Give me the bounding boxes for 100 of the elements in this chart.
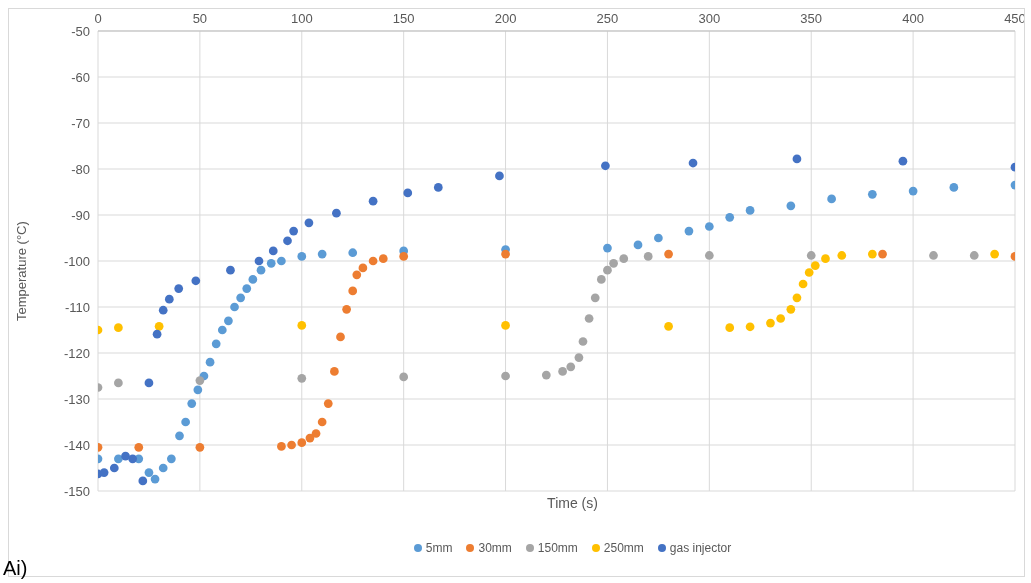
point	[154, 321, 164, 331]
point	[224, 316, 233, 326]
y-axis-title: Temperature (°C)	[13, 221, 29, 321]
point	[297, 321, 307, 330]
point	[114, 378, 123, 388]
point	[109, 463, 119, 473]
point	[205, 357, 215, 367]
point	[121, 451, 130, 461]
point	[684, 226, 694, 236]
point	[336, 332, 345, 342]
point	[601, 161, 610, 171]
point	[134, 442, 144, 452]
point	[174, 284, 184, 293]
y-tick-label: -60	[71, 69, 90, 85]
text: Ai)	[3, 557, 28, 580]
point	[837, 251, 847, 260]
point	[152, 329, 162, 339]
point	[248, 275, 258, 284]
x-axis-title: Time (s)	[546, 495, 599, 511]
x-tick-label: 350	[800, 11, 823, 26]
point	[358, 263, 368, 273]
x-tick-label: 0	[94, 11, 102, 26]
point	[193, 385, 203, 395]
point	[268, 246, 278, 256]
point	[590, 293, 600, 303]
legend-label: 30mm	[477, 541, 512, 555]
point	[342, 304, 351, 314]
point	[798, 279, 808, 289]
point	[399, 372, 409, 382]
point	[501, 321, 510, 330]
x-tick-label: 300	[698, 11, 721, 26]
point	[144, 378, 154, 388]
point	[603, 243, 612, 253]
point	[150, 474, 160, 484]
point	[792, 154, 802, 164]
point	[242, 284, 252, 293]
point	[609, 258, 618, 268]
point	[566, 362, 576, 372]
point	[603, 265, 612, 275]
point	[277, 256, 286, 266]
point	[654, 233, 663, 243]
point	[501, 249, 510, 259]
point	[969, 251, 979, 260]
point	[217, 325, 227, 335]
point	[745, 322, 755, 332]
point	[277, 442, 286, 451]
point	[226, 265, 235, 275]
point	[254, 256, 264, 266]
point	[352, 270, 362, 280]
point	[725, 212, 735, 222]
point	[311, 429, 321, 438]
point	[114, 323, 123, 333]
point	[664, 321, 673, 331]
point	[867, 189, 877, 199]
point	[878, 249, 887, 259]
point	[584, 314, 594, 323]
point	[806, 251, 816, 260]
point	[725, 323, 735, 333]
point	[144, 468, 154, 477]
point	[558, 367, 567, 376]
x-tick-label: 250	[596, 11, 619, 26]
point	[283, 236, 292, 246]
point	[164, 294, 174, 304]
point	[297, 438, 307, 448]
y-tick-label: -130	[63, 391, 90, 407]
point	[266, 258, 276, 268]
y-tick-label: -100	[63, 253, 90, 269]
point	[323, 399, 333, 408]
point	[166, 454, 176, 464]
point	[158, 305, 168, 315]
legend-label: 150mm	[536, 541, 578, 555]
legend-label: gas injector	[668, 541, 732, 555]
y-tick-label: -70	[71, 115, 90, 131]
y-tick-label: -120	[63, 345, 90, 361]
point	[786, 201, 796, 211]
point	[792, 293, 802, 303]
point	[990, 249, 999, 259]
point	[181, 417, 190, 427]
x-tick-label: 150	[392, 11, 415, 26]
point	[898, 156, 908, 166]
x-tick-label: 200	[494, 11, 517, 26]
legend-label: 250mm	[602, 541, 644, 555]
point	[501, 371, 510, 381]
point	[596, 275, 606, 284]
point	[368, 256, 378, 266]
point	[305, 433, 315, 443]
point	[348, 248, 358, 258]
point	[195, 376, 205, 385]
point	[191, 276, 201, 286]
point	[786, 304, 796, 314]
x-tick-label: 400	[902, 11, 924, 26]
point	[619, 254, 629, 264]
y-tick-label: -140	[63, 437, 90, 453]
point	[827, 194, 836, 204]
point	[317, 417, 327, 427]
point	[287, 440, 296, 450]
point	[688, 158, 698, 168]
point	[643, 252, 653, 261]
point	[766, 318, 775, 328]
point	[908, 186, 918, 196]
